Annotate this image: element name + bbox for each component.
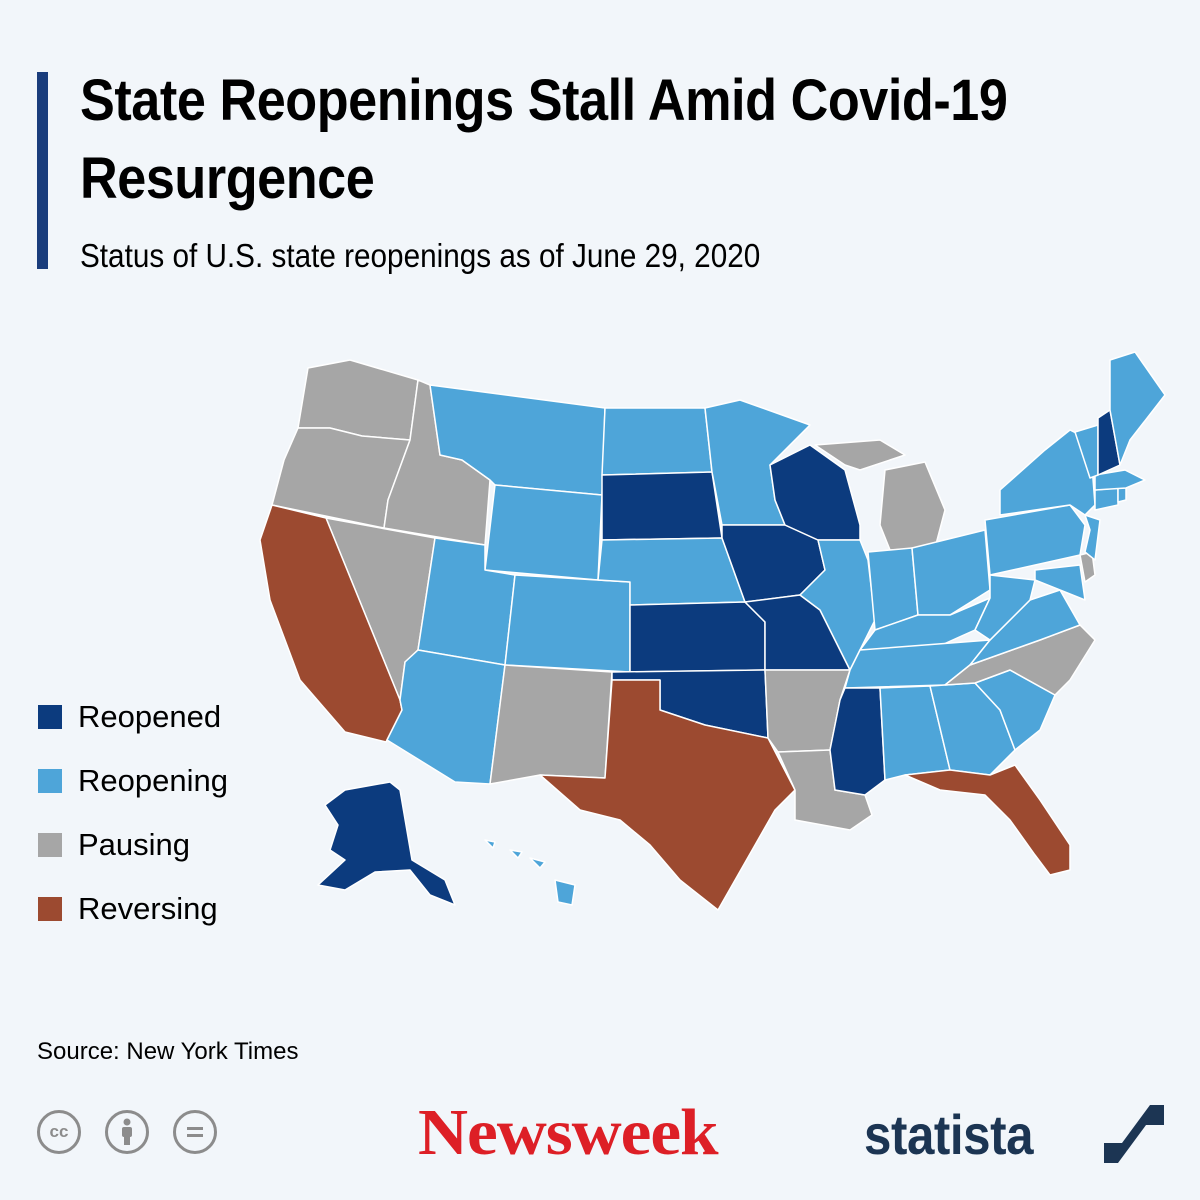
legend-label: Reopening	[78, 763, 228, 798]
state-wy	[484, 484, 603, 581]
legend-swatch	[38, 833, 62, 857]
legend-item-reversing: Reversing	[38, 889, 228, 929]
state-hi	[484, 839, 576, 906]
state-ca	[259, 504, 403, 743]
state-nj	[1084, 514, 1101, 561]
legend-swatch	[38, 705, 62, 729]
statista-logo-icon[interactable]	[1104, 1105, 1164, 1163]
state-fl	[904, 764, 1071, 876]
accent-bar	[37, 72, 48, 269]
state-ma	[1094, 469, 1146, 491]
page-subtitle: Status of U.S. state reopenings as of Ju…	[80, 237, 761, 274]
state-ks	[629, 601, 766, 673]
state-ri	[1117, 487, 1127, 503]
page-title: State Reopenings Stall Amid Covid-19 Res…	[80, 68, 1008, 211]
attribution-icon[interactable]	[105, 1110, 149, 1154]
state-ct	[1094, 487, 1119, 511]
state-co	[504, 574, 631, 673]
legend-label: Reopened	[78, 699, 222, 734]
state-me	[1109, 351, 1166, 466]
state-nm	[489, 664, 613, 785]
legend-label: Pausing	[78, 827, 191, 862]
legend-label: Reversing	[78, 891, 218, 926]
state-tx	[539, 679, 796, 911]
legend: Reopened Reopening Pausing Reversing	[38, 697, 228, 953]
statista-logo-text[interactable]: statista	[864, 1103, 1034, 1166]
legend-swatch	[38, 897, 62, 921]
state-sd	[601, 471, 723, 541]
state-az	[386, 649, 506, 785]
state-nd	[601, 407, 713, 476]
source-note: Source: New York Times	[37, 1038, 299, 1065]
no-derivatives-icon[interactable]	[173, 1110, 217, 1154]
state-md	[1034, 564, 1086, 601]
cc-icon[interactable]: cc	[37, 1110, 81, 1154]
newsweek-logo[interactable]: Newsweek	[418, 1096, 719, 1169]
state-ak	[317, 781, 456, 906]
legend-swatch	[38, 769, 62, 793]
legend-item-pausing: Pausing	[38, 825, 228, 865]
state-oh	[911, 529, 991, 616]
legend-item-reopened: Reopened	[38, 697, 228, 737]
license-icons[interactable]: cc	[37, 1110, 241, 1154]
legend-item-reopening: Reopening	[38, 761, 228, 801]
